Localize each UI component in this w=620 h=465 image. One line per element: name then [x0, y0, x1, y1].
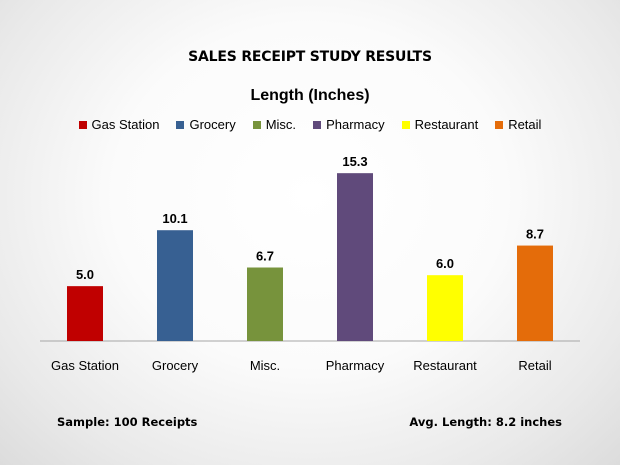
- data-label-retail: 8.7: [526, 227, 544, 242]
- tick-label-restaurant: Restaurant: [413, 358, 477, 373]
- legend-swatch-retail: [495, 120, 504, 129]
- tick-label-grocery: Grocery: [152, 358, 199, 373]
- bar-retail: [517, 245, 553, 341]
- page-title: SALES RECEIPT STUDY RESULTS: [188, 49, 432, 65]
- legend-item-gas-station: Gas Station: [78, 117, 160, 132]
- legend-swatch-misc: [252, 120, 261, 129]
- chart-title: Length (Inches): [250, 87, 370, 104]
- legend-label-gas-station: Gas Station: [91, 117, 160, 132]
- tick-label-pharmacy: Pharmacy: [326, 358, 385, 373]
- legend-label-retail: Retail: [508, 117, 542, 132]
- legend-item-restaurant: Restaurant: [401, 117, 479, 132]
- legend-swatch-pharmacy: [313, 120, 322, 129]
- data-label-pharmacy: 15.3: [342, 154, 367, 169]
- average-length-note: Avg. Length: 8.2 inches: [409, 415, 562, 429]
- bar-gas-station: [67, 286, 103, 341]
- legend-label-restaurant: Restaurant: [414, 117, 479, 132]
- legend-label-misc: Misc.: [265, 117, 297, 132]
- legend-item-retail: Retail: [495, 117, 541, 132]
- bar-misc: [247, 267, 283, 341]
- legend-label-grocery: Grocery: [189, 117, 236, 132]
- data-label-grocery: 10.1: [162, 211, 187, 226]
- bar-grocery: [157, 230, 193, 341]
- legend-swatch-restaurant: [401, 120, 410, 129]
- sample-size-note: Sample: 100 Receipts: [57, 415, 198, 429]
- legend-item-pharmacy: Pharmacy: [313, 117, 385, 132]
- legend-swatch-gas-station: [78, 120, 87, 129]
- chart-legend: Gas Station Grocery Misc. Pharmacy Resta…: [0, 117, 620, 132]
- legend-item-misc: Misc.: [252, 117, 297, 132]
- tick-label-retail: Retail: [518, 358, 551, 373]
- legend-swatch-grocery: [176, 120, 185, 129]
- legend-label-pharmacy: Pharmacy: [326, 117, 385, 132]
- tick-label-misc: Misc.: [250, 358, 280, 373]
- data-label-restaurant: 6.0: [436, 256, 454, 271]
- legend-item-grocery: Grocery: [176, 117, 236, 132]
- data-label-misc: 6.7: [256, 249, 274, 264]
- data-label-gas-station: 5.0: [76, 267, 94, 282]
- bar-restaurant: [427, 275, 463, 341]
- bar-pharmacy: [337, 173, 373, 341]
- tick-label-gas-station: Gas Station: [51, 358, 119, 373]
